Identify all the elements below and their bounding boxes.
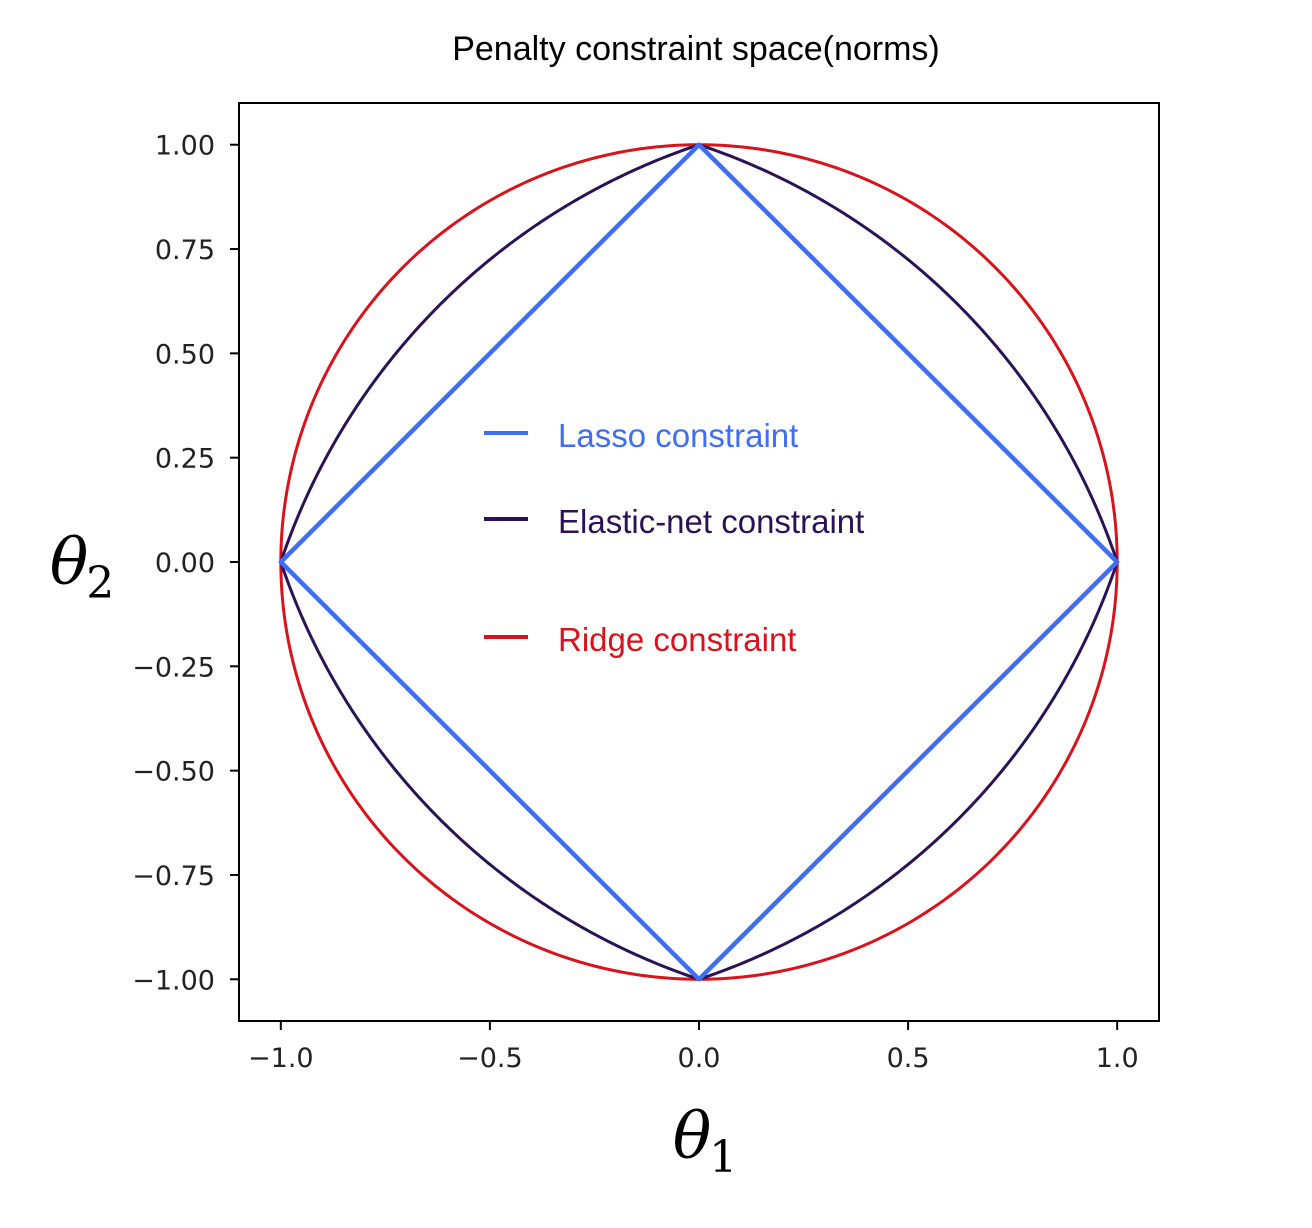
legend-label-ridge: Ridge constraint (558, 621, 796, 658)
x-tick-label: −1.0 (248, 1043, 314, 1074)
x-axis-ticks: −1.0 −0.5 0.0 0.5 1.0 (248, 1021, 1139, 1074)
y-tick-label: −0.25 (132, 652, 215, 683)
y-tick-label: 0.50 (155, 339, 215, 370)
y-axis-label: θ2 (50, 526, 115, 609)
y-axis-ticks: 1.00 0.75 0.50 0.25 0.00 −0.25 −0.50 −0.75 −1.00 (132, 131, 239, 996)
ridge-constraint-curve (279, 143, 1119, 981)
x-tick-label: 0.5 (887, 1043, 930, 1074)
y-tick-label: 1.00 (155, 131, 215, 162)
plot-area-frame (238, 102, 1160, 1022)
x-axis-label: θ1 (673, 1100, 738, 1183)
legend: Lasso constraint Elastic-net constraint … (484, 417, 864, 658)
y-tick-label: −1.00 (132, 965, 215, 996)
legend-label-lasso: Lasso constraint (558, 417, 798, 454)
elastic-net-constraint-curve (279, 143, 1119, 981)
x-tick-label: 0.0 (678, 1043, 721, 1074)
y-tick-label: 0.25 (155, 444, 215, 475)
y-tick-label: −0.75 (132, 861, 215, 892)
x-tick-label: 1.0 (1096, 1043, 1139, 1074)
y-tick-label: −0.50 (132, 757, 215, 788)
chart-title: Penalty constraint space(norms) (452, 30, 940, 68)
legend-label-elastic-net: Elastic-net constraint (558, 503, 864, 540)
x-tick-label: −0.5 (457, 1043, 523, 1074)
y-tick-label: 0.00 (155, 548, 215, 579)
lasso-constraint-curve (278, 142, 1120, 982)
y-tick-label: 0.75 (155, 235, 215, 266)
series-group (278, 142, 1120, 982)
